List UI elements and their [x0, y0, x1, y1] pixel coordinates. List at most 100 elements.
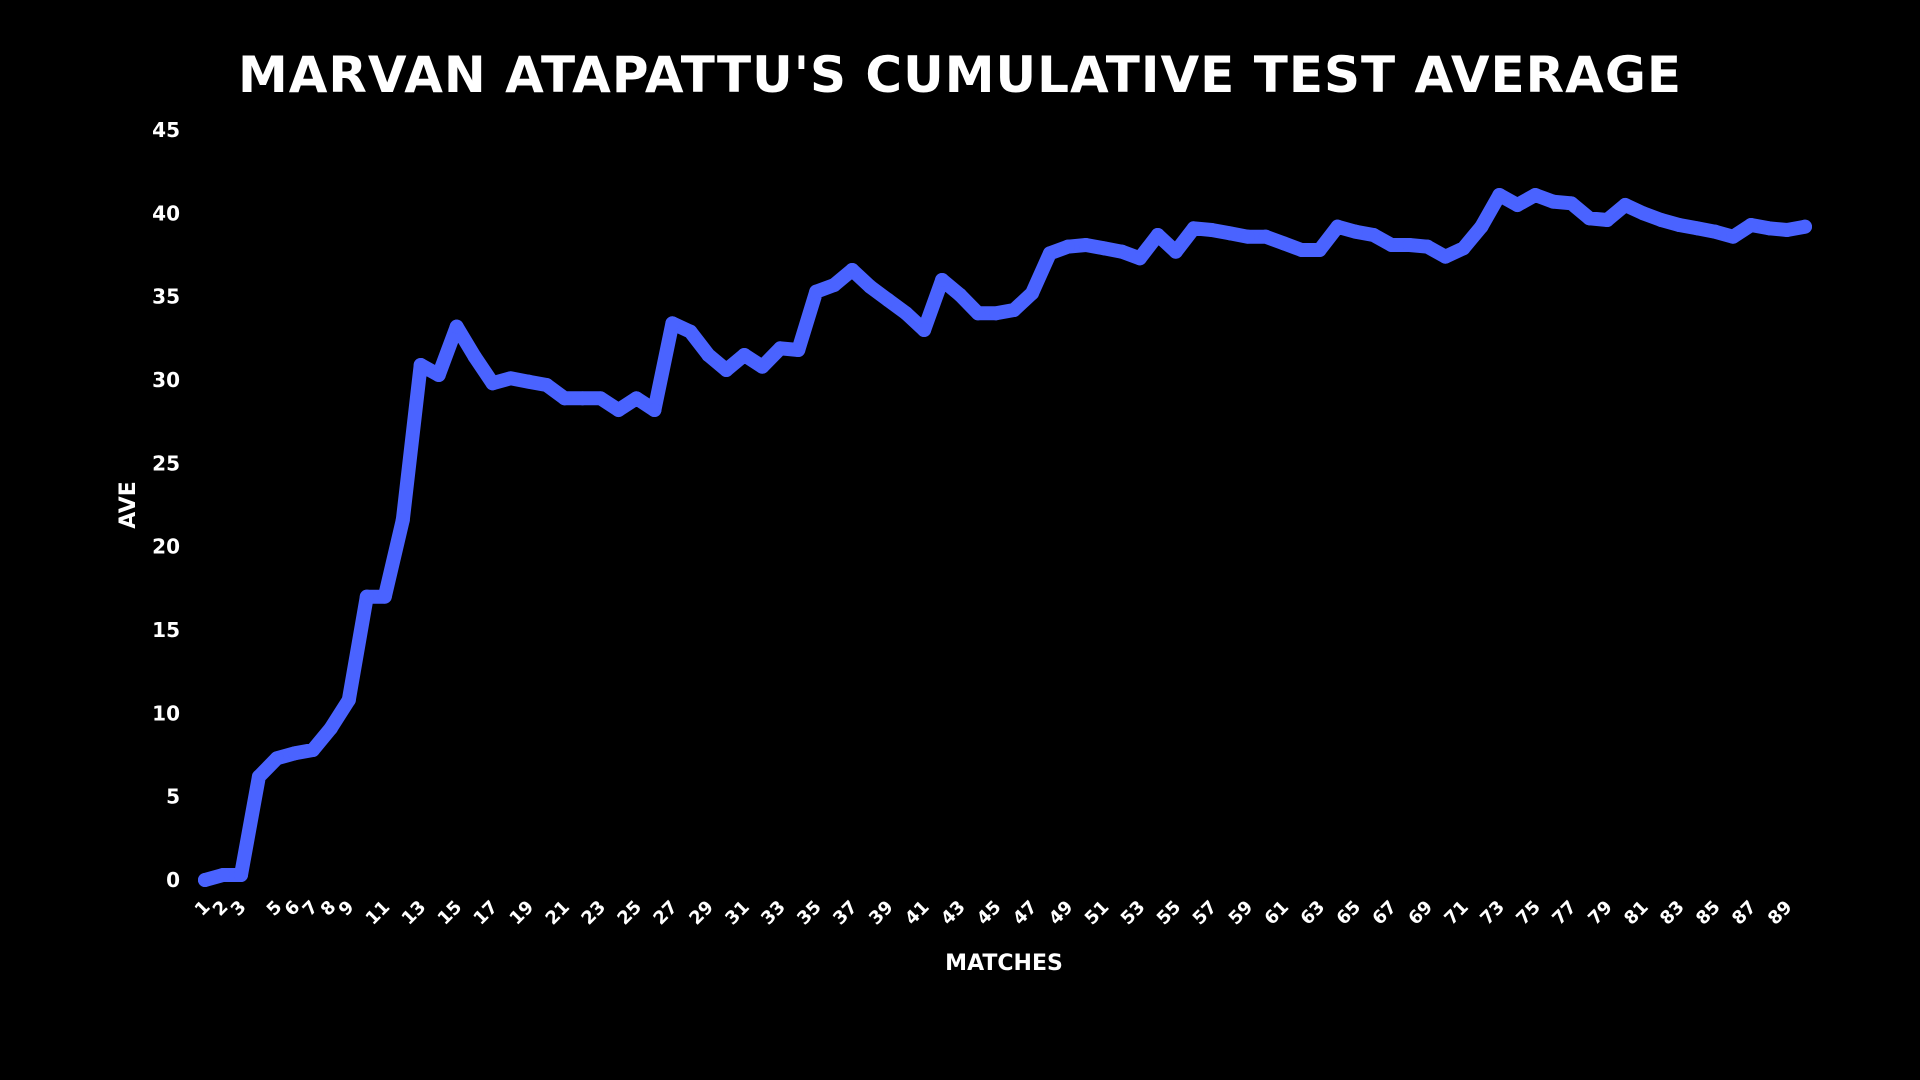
data-point: [431, 368, 446, 382]
data-point: [1150, 228, 1165, 242]
data-point: [1294, 243, 1309, 257]
data-point: [1240, 229, 1255, 244]
data-point: [1132, 251, 1147, 266]
data-point: [233, 868, 248, 882]
data-point: [1222, 226, 1237, 241]
data-point: [701, 348, 716, 362]
data-point: [1348, 224, 1363, 239]
data-point: [1096, 241, 1111, 256]
data-point: [1798, 219, 1812, 234]
data-point: [503, 371, 518, 386]
data-point: [719, 363, 734, 377]
data-point: [773, 341, 788, 356]
data-point: [575, 391, 590, 406]
data-point: [1636, 206, 1651, 221]
data-point: [1672, 218, 1687, 232]
data-point: [1510, 198, 1525, 212]
data-point: [1258, 229, 1273, 244]
y-tick-label: 20: [152, 535, 180, 559]
data-point: [1078, 238, 1093, 252]
data-point: [377, 589, 392, 604]
data-point: [611, 403, 626, 417]
data-point: [1114, 244, 1129, 259]
y-tick-label: 30: [152, 368, 180, 392]
data-point: [1582, 211, 1597, 226]
data-point: [809, 284, 824, 299]
data-point: [1654, 213, 1669, 227]
data-point: [1006, 303, 1021, 317]
data-point: [1618, 198, 1633, 212]
data-point: [1402, 238, 1417, 252]
data-point: [827, 278, 842, 292]
data-point: [1204, 223, 1219, 237]
data-point: [485, 376, 500, 391]
data-point: [1690, 221, 1705, 236]
data-point: [1708, 224, 1723, 239]
data-point: [1528, 188, 1543, 202]
data-point: [1186, 221, 1201, 236]
data-point: [359, 589, 374, 604]
data-point: [1492, 188, 1507, 202]
y-axis-label: AVE: [116, 481, 141, 529]
data-point: [1726, 229, 1741, 244]
data-point: [1042, 246, 1057, 261]
data-point: [863, 279, 878, 294]
data-point: [1366, 228, 1381, 242]
data-point: [557, 391, 572, 406]
data-point: [629, 391, 644, 406]
data-point: [593, 391, 608, 406]
data-point: [1420, 239, 1435, 254]
y-tick-label: 35: [152, 285, 180, 309]
data-point: [737, 348, 752, 362]
data-point: [755, 359, 770, 374]
data-point: [917, 323, 932, 337]
data-point: [198, 873, 212, 887]
data-point: [1456, 241, 1471, 256]
data-point: [341, 693, 356, 707]
y-axis-ticks: 0 5 10 15 20 25 30 35 40 45: [152, 118, 180, 892]
data-point: [1564, 196, 1579, 211]
series-layer: [198, 188, 1812, 887]
data-point: [467, 349, 482, 364]
data-point: [215, 868, 230, 882]
data-point: [1384, 238, 1399, 252]
chart-title: MARVAN ATAPATTU'S CUMULATIVE TEST AVERAG…: [238, 46, 1682, 104]
data-point: [1780, 223, 1795, 237]
data-point: [539, 378, 554, 392]
data-point: [899, 306, 914, 321]
data-point: [1312, 243, 1327, 257]
data-point: [287, 746, 302, 761]
data-point: [1438, 249, 1453, 264]
data-point: [251, 769, 266, 784]
data-point: [1762, 221, 1777, 236]
data-point: [665, 316, 680, 331]
x-axis-label: MATCHES: [945, 951, 1063, 976]
data-point: [683, 324, 698, 339]
data-point: [1600, 213, 1615, 227]
data-point: [1744, 218, 1759, 232]
data-point: [971, 306, 986, 321]
y-tick-label: 25: [152, 451, 180, 475]
y-tick-label: 15: [152, 618, 180, 642]
data-point: [935, 273, 950, 287]
data-point: [323, 721, 338, 736]
data-point: [881, 293, 896, 307]
data-point: [1474, 219, 1489, 234]
y-tick-label: 10: [152, 701, 180, 725]
data-point: [791, 343, 806, 357]
y-tick-label: 40: [152, 201, 180, 225]
data-point: [413, 358, 428, 372]
data-point: [521, 374, 536, 389]
data-point: [395, 513, 410, 527]
data-point: [953, 288, 968, 302]
data-point: [1546, 194, 1561, 209]
data-point: [1060, 239, 1075, 254]
data-point: [647, 403, 662, 417]
y-tick-label: 0: [166, 868, 180, 892]
data-point: [989, 306, 1004, 321]
data-point: [1168, 244, 1183, 259]
data-point: [269, 751, 284, 766]
data-point: [449, 319, 464, 334]
